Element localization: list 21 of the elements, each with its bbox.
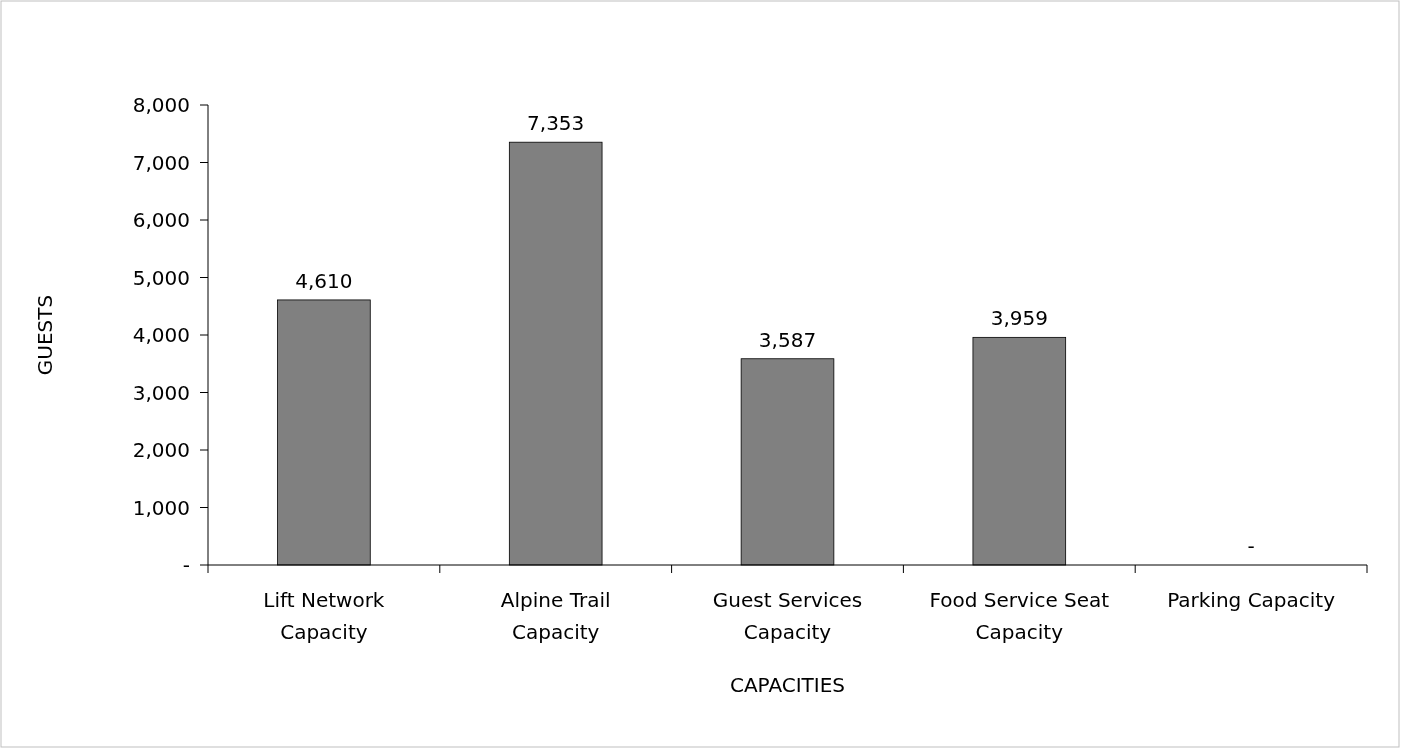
y-tick-label: 7,000 <box>132 150 190 175</box>
data-label: - <box>1247 534 1255 558</box>
y-axis-title: GUESTS <box>33 294 57 376</box>
data-label: 7,353 <box>527 111 585 136</box>
x-tick-label: Guest Services Capacity <box>712 588 863 644</box>
y-tick-label: 1,000 <box>132 495 190 520</box>
x-tick-label: Food Service Seat Capacity <box>929 588 1110 644</box>
y-tick-label: 2,000 <box>132 438 190 462</box>
x-tick-label: Parking Capacity <box>1167 588 1336 612</box>
data-label: 3,587 <box>758 327 817 352</box>
x-axis-title: CAPACITIES <box>729 673 846 697</box>
y-tick-label: 4,000 <box>132 323 190 347</box>
y-tick-label: 6,000 <box>132 208 190 232</box>
x-tick-label: Alpine Trail Capacity <box>500 588 611 644</box>
x-tick-label: Lift Network Capacity <box>263 588 385 644</box>
y-tick-label: - <box>182 553 190 577</box>
y-tick-label: 5,000 <box>132 265 190 290</box>
y-tick-label: 8,000 <box>132 93 190 117</box>
y-tick-label: 3,000 <box>132 380 190 405</box>
data-label: 4,610 <box>295 268 353 293</box>
data-label: 3,959 <box>990 306 1048 331</box>
